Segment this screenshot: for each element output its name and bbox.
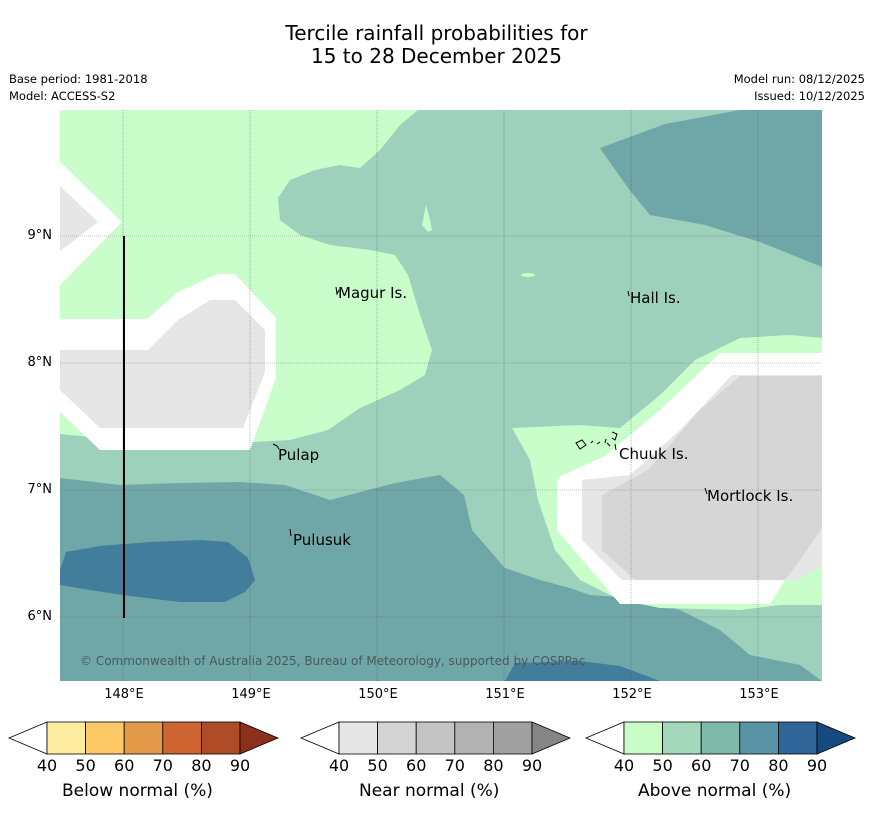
island-magur: [335, 286, 340, 296]
island-mortlock: [704, 487, 708, 495]
colorbar-tick-label: 40: [37, 756, 57, 775]
colorbar-tick-label: 60: [406, 756, 426, 775]
colorbar-segment: [739, 721, 779, 755]
colorbar-tick-label: 80: [483, 756, 503, 775]
colorbar-tick-label: 90: [807, 756, 827, 775]
above-80-bottom: [505, 661, 660, 681]
colorbar-tick-label: 70: [153, 756, 173, 775]
colorbar-tick-label: 60: [114, 756, 134, 775]
island-pulusuk: [289, 528, 292, 537]
above-80-region: [60, 540, 255, 602]
model-run: Model run: 08/12/2025: [733, 72, 865, 86]
colorbar-tick-label: 60: [691, 756, 711, 775]
lat-tick: 8°N: [27, 355, 53, 370]
colorbar-label-below: Below normal (%): [62, 781, 213, 801]
colorbar-arrow-high: [531, 721, 572, 755]
gridlines: [60, 110, 822, 681]
colorbar-near: 40 50 60 70 80 90: [299, 721, 572, 775]
lon-tick: 149°E: [231, 687, 271, 702]
lon-tick: 151°E: [485, 687, 525, 702]
place-label-pulusuk: Pulusuk: [293, 531, 351, 549]
colorbar-tick-label: 40: [329, 756, 349, 775]
place-label-hall: Hall Is.: [630, 289, 681, 307]
forecast-map: [60, 110, 822, 681]
place-label-pulap: Pulap: [278, 446, 320, 464]
meta-left: Base period: 1981-2018 Model: ACCESS-S2: [9, 71, 148, 105]
colorbar-segment: [162, 721, 202, 755]
title-line-1: Tercile rainfall probabilities for: [285, 21, 588, 45]
lon-tick: 152°E: [612, 687, 652, 702]
colorbar-tick-label: 80: [191, 756, 211, 775]
island-hall: [627, 290, 630, 297]
lon-tick: 148°E: [104, 687, 144, 702]
place-label-chuuk: Chuuk Is.: [619, 445, 689, 463]
base-period: Base period: 1981-2018: [9, 72, 148, 86]
lat-tick: 9°N: [27, 228, 53, 243]
colorbar-arrow-high: [816, 721, 857, 755]
colorbar-label-near: Near normal (%): [359, 781, 500, 801]
colorbar-tick-label: 40: [614, 756, 634, 775]
colorbar-segment: [778, 721, 818, 755]
colorbar-segment: [454, 721, 494, 755]
colorbar-arrow-low: [299, 721, 340, 755]
model-name: Model: ACCESS-S2: [9, 89, 116, 103]
colorbar-segment: [46, 721, 86, 755]
colorbar-tick-label: 50: [652, 756, 672, 775]
above-50-speck: [422, 205, 432, 232]
colorbar-arrow-high: [239, 721, 280, 755]
lon-tick: 153°E: [739, 687, 779, 702]
colorbar-segment: [662, 721, 702, 755]
island-pulap: [272, 443, 280, 450]
copyright-notice: © Commonwealth of Australia 2025, Bureau…: [80, 654, 586, 668]
above-50-speck-2: [521, 273, 535, 277]
colorbar-above: 40 50 60 70 80 90: [584, 721, 857, 775]
issued-date: Issued: 10/12/2025: [754, 89, 865, 103]
above-70-topright: [600, 110, 822, 267]
colorbar-segment: [377, 721, 417, 755]
colorbar-legend: 40 50 60 70 80 90 40 50 60 70 80 90 40 50 60 70 80 90: [7, 721, 857, 775]
colorbar-tick-label: 50: [367, 756, 387, 775]
islands: [272, 286, 708, 537]
colorbar-below: 40 50 60 70 80 90: [7, 721, 280, 775]
place-label-magur: Magur Is.: [338, 284, 408, 302]
colorbar-tick-label: 90: [522, 756, 542, 775]
colorbar-arrow-low: [584, 721, 625, 755]
lat-tick: 6°N: [27, 609, 53, 624]
colorbar-segment: [623, 721, 663, 755]
colorbar-segment: [338, 721, 378, 755]
near-60-region-right: [602, 376, 822, 580]
colorbar-tick-label: 50: [75, 756, 95, 775]
map-title: Tercile rainfall probabilities for 15 to…: [0, 22, 873, 68]
title-line-2: 15 to 28 December 2025: [310, 44, 562, 68]
colorbar-tick-label: 90: [230, 756, 250, 775]
island-chuuk: [575, 431, 618, 451]
colorbar-segment: [492, 721, 533, 755]
colorbar-segment: [700, 721, 741, 755]
colorbar-tick-label: 70: [730, 756, 750, 775]
colorbar-segment: [415, 721, 456, 755]
place-label-mortlock: Mortlock Is.: [707, 487, 794, 505]
colorbar-segment: [85, 721, 125, 755]
lon-tick: 150°E: [358, 687, 398, 702]
colorbar-arrow-low: [7, 721, 48, 755]
colorbar-label-above: Above normal (%): [638, 781, 792, 801]
lat-tick: 7°N: [27, 482, 53, 497]
colorbar-segment: [200, 721, 241, 755]
colorbar-tick-label: 70: [445, 756, 465, 775]
meta-right: Model run: 08/12/2025 Issued: 10/12/2025: [734, 71, 865, 105]
near-50-region-left: [60, 186, 265, 428]
colorbar-segment: [123, 721, 164, 755]
colorbar-tick-label: 80: [768, 756, 788, 775]
